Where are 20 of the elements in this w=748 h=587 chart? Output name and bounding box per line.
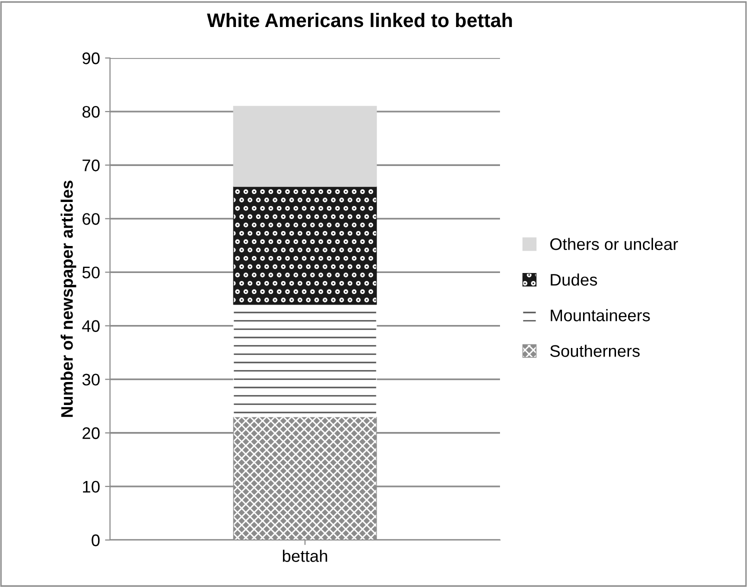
chart-title: White Americans linked to bettah [206,12,512,28]
legend-label: Mountaineers [550,309,650,322]
y-tick-label: 30 [82,374,100,386]
bar [233,186,377,305]
legend-label: Others or unclear [550,238,678,250]
y-tick-label: 60 [82,213,100,225]
y-tick-label: 20 [82,427,100,440]
x-tick-label: bettah [282,550,328,562]
y-tick-label: 40 [82,320,100,332]
bar [233,304,377,418]
y-tick-label: 80 [82,106,100,118]
y-tick-label: 10 [83,480,100,493]
legend-label: Dudes [550,273,598,286]
y-tick-label: 50 [82,266,100,278]
y-tick-label: 70 [82,160,100,172]
y-axis-title: Number of newspaper articles [60,180,76,417]
y-tick-label: 0 [92,534,100,546]
legend-label: Southerners [550,344,640,357]
y-tick-label: 90 [82,52,100,64]
bar [233,106,377,187]
